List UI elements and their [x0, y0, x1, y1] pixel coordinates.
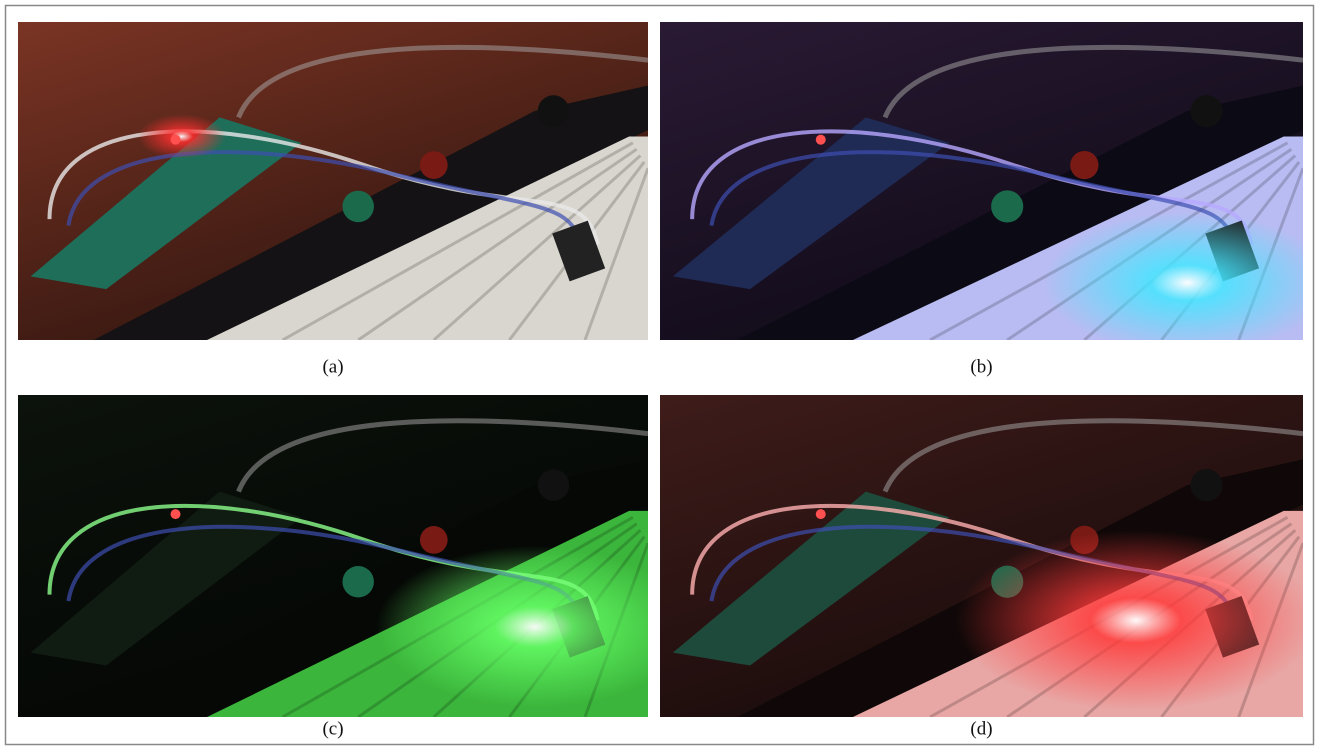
- panel-caption: (b): [970, 356, 992, 377]
- status-led: [816, 509, 826, 519]
- photo: [18, 395, 693, 717]
- led-glow: [956, 530, 1316, 710]
- terminal: [538, 95, 570, 127]
- led-glow: [138, 114, 226, 159]
- panel-caption: (d): [970, 718, 992, 739]
- photo: [18, 22, 648, 340]
- terminal: [991, 190, 1023, 222]
- terminal: [1190, 469, 1222, 501]
- terminal: [538, 469, 570, 501]
- status-led: [816, 135, 826, 145]
- terminal: [342, 566, 374, 598]
- terminal: [342, 191, 374, 223]
- panel-caption: (c): [322, 718, 343, 739]
- terminal: [1070, 151, 1098, 179]
- terminal: [420, 151, 448, 179]
- photo-panel: (a): [18, 22, 648, 377]
- panel-caption: (a): [322, 356, 343, 377]
- figure: (a) (b) (c) (d): [0, 0, 1320, 751]
- status-led: [171, 135, 181, 145]
- terminal: [1190, 95, 1222, 127]
- photo-panel: (c): [18, 395, 693, 739]
- led-glow: [376, 546, 694, 708]
- photo: [660, 395, 1316, 717]
- photo-panel: (b): [660, 22, 1320, 377]
- status-led: [171, 509, 181, 519]
- photo: [660, 22, 1320, 354]
- led-glow: [1043, 212, 1320, 354]
- terminal: [420, 526, 448, 554]
- photo-panel: (d): [660, 395, 1316, 739]
